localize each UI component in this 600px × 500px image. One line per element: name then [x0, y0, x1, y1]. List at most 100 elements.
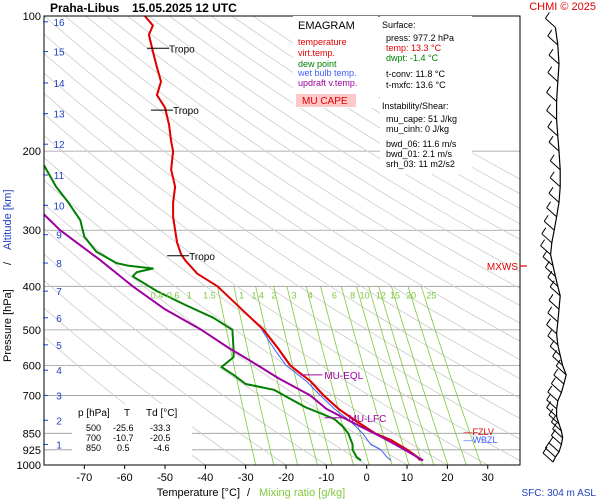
mxws-label: MXWS [487, 262, 518, 273]
y2-axis-label: Altitude [km] [2, 189, 14, 250]
altitude-tick-label: 7 [56, 287, 62, 298]
wbzl-label: —WBZL [464, 435, 498, 445]
mixing-ratio-label: 1.4 [252, 290, 265, 300]
table-cell: -25.6 [113, 423, 134, 433]
wind-barb [550, 377, 556, 384]
mu-cape-box [296, 94, 356, 107]
mixing-ratio-label: 25 [426, 290, 436, 300]
mixing-ratio-label: 1 [239, 290, 244, 300]
altitude-tick-label: 12 [53, 140, 65, 151]
pressure-tick-label: 400 [23, 281, 41, 293]
wind-barb [549, 286, 561, 297]
dry-adiabat [189, 16, 520, 225]
wind-barb [547, 72, 559, 82]
y-axis-separator: / [2, 261, 14, 265]
wind-barb [548, 294, 554, 301]
wind-barb [546, 393, 552, 401]
series-wet-bulb-temp [261, 329, 392, 461]
legend-title: EMAGRAM [298, 20, 355, 32]
mixing-ratio-label: 12 [376, 290, 386, 300]
mixing-ratio-line [233, 286, 275, 465]
wind-barb [547, 29, 553, 37]
surface-title: Surface: [382, 20, 416, 30]
wind-barb [547, 276, 559, 287]
temperature-tick-label: 20 [441, 472, 453, 484]
dry-adiabat [44, 53, 520, 380]
dry-adiabat [127, 16, 520, 273]
stat-mu-cape: mu_cape: 51 J/kg [386, 114, 457, 124]
station-name: Praha-Libus [50, 1, 120, 15]
wind-profile-line [549, 27, 567, 463]
altitude-tick-label: 15 [53, 48, 65, 59]
altitude-tick-label: 6 [56, 314, 62, 325]
table-header-t: T [124, 408, 130, 419]
tropopause-label: Tropo [169, 44, 195, 55]
wind-barb [547, 391, 559, 402]
wind-barb [546, 86, 552, 93]
pressure-tick-label: 700 [23, 390, 41, 402]
altitude-tick-label: 3 [56, 391, 62, 402]
wind-barb [548, 414, 560, 425]
table-row: 700 -10.7 -20.5 [86, 433, 171, 443]
dry-adiabat [64, 16, 520, 324]
wind-barb [548, 54, 560, 65]
temperature-tick-label: -30 [238, 472, 254, 484]
dry-adiabat [169, 16, 520, 240]
pressure-tick-label: 1000 [17, 460, 41, 472]
pressure-tick-label: 500 [23, 325, 41, 337]
mixing-ratio-label: 10 [360, 290, 370, 300]
mixing-ratio-label: 1.5 [203, 290, 216, 300]
series-updraft-v-temp [44, 213, 424, 462]
mixing-ratio-line [255, 286, 298, 465]
mixing-ratio-line [356, 286, 410, 465]
stat-mu-cinh: mu_cinh: 0 J/kg [386, 124, 449, 134]
dry-adiabat [44, 113, 520, 440]
wind-barb [549, 160, 561, 171]
mixing-ratio-line [286, 286, 333, 465]
mixing-ratio-line [273, 286, 318, 465]
altitude-tick-label: 10 [53, 201, 65, 212]
temperature-tick-label: -60 [117, 472, 133, 484]
dry-adiabat [44, 307, 246, 465]
dry-adiabat [44, 203, 408, 465]
wind-barb [548, 187, 554, 194]
stat-tmxfc: t-mxfc: 13.6 °C [386, 80, 446, 90]
dry-adiabat [148, 16, 520, 256]
altitude-tick-label: 2 [56, 416, 62, 427]
wind-barb [547, 126, 559, 137]
wind-barb [551, 383, 562, 394]
legend-temperature: temperature [298, 37, 347, 47]
wind-barb [549, 154, 555, 162]
tropopause-label: Tropo [189, 252, 215, 263]
table-cell: 500 [86, 423, 101, 433]
dry-adiabat [44, 228, 367, 465]
temperature-tick-label: 30 [482, 472, 494, 484]
wind-barb [552, 422, 558, 430]
temperature-tick-label: 0 [364, 472, 370, 484]
table-cell: -4.6 [154, 443, 170, 453]
temperature-tick-label: -20 [278, 472, 294, 484]
wind-barb [544, 441, 550, 449]
altitude-tick-label: 16 [53, 18, 65, 29]
wind-barb [547, 335, 559, 346]
wind-barb [542, 256, 554, 267]
dry-adiabat [44, 253, 327, 465]
altitude-tick-label: 9 [56, 231, 62, 242]
wind-barb [545, 17, 556, 28]
stat-press: press: 977.2 hPa [386, 33, 454, 43]
wind-barb [546, 407, 557, 417]
dry-adiabat [210, 16, 520, 210]
x2-axis-label: Mixing ratio [g/kg] [259, 487, 345, 499]
wind-barb [541, 227, 547, 235]
wind-barb [552, 356, 563, 366]
wind-barb [555, 359, 561, 367]
pressure-tick-label: 850 [23, 428, 41, 440]
wind-barb [548, 299, 560, 310]
legend-wet-bulb: wet bulb temp. [297, 68, 357, 78]
wind-barb [549, 346, 561, 356]
legend-mu-cape: MU CAPE [302, 96, 348, 107]
mixing-ratio-lines [217, 286, 482, 465]
wind-barb [545, 447, 556, 458]
stat-bwd01: bwd_01: 2.1 m/s [386, 149, 453, 159]
wind-barb [546, 104, 552, 111]
